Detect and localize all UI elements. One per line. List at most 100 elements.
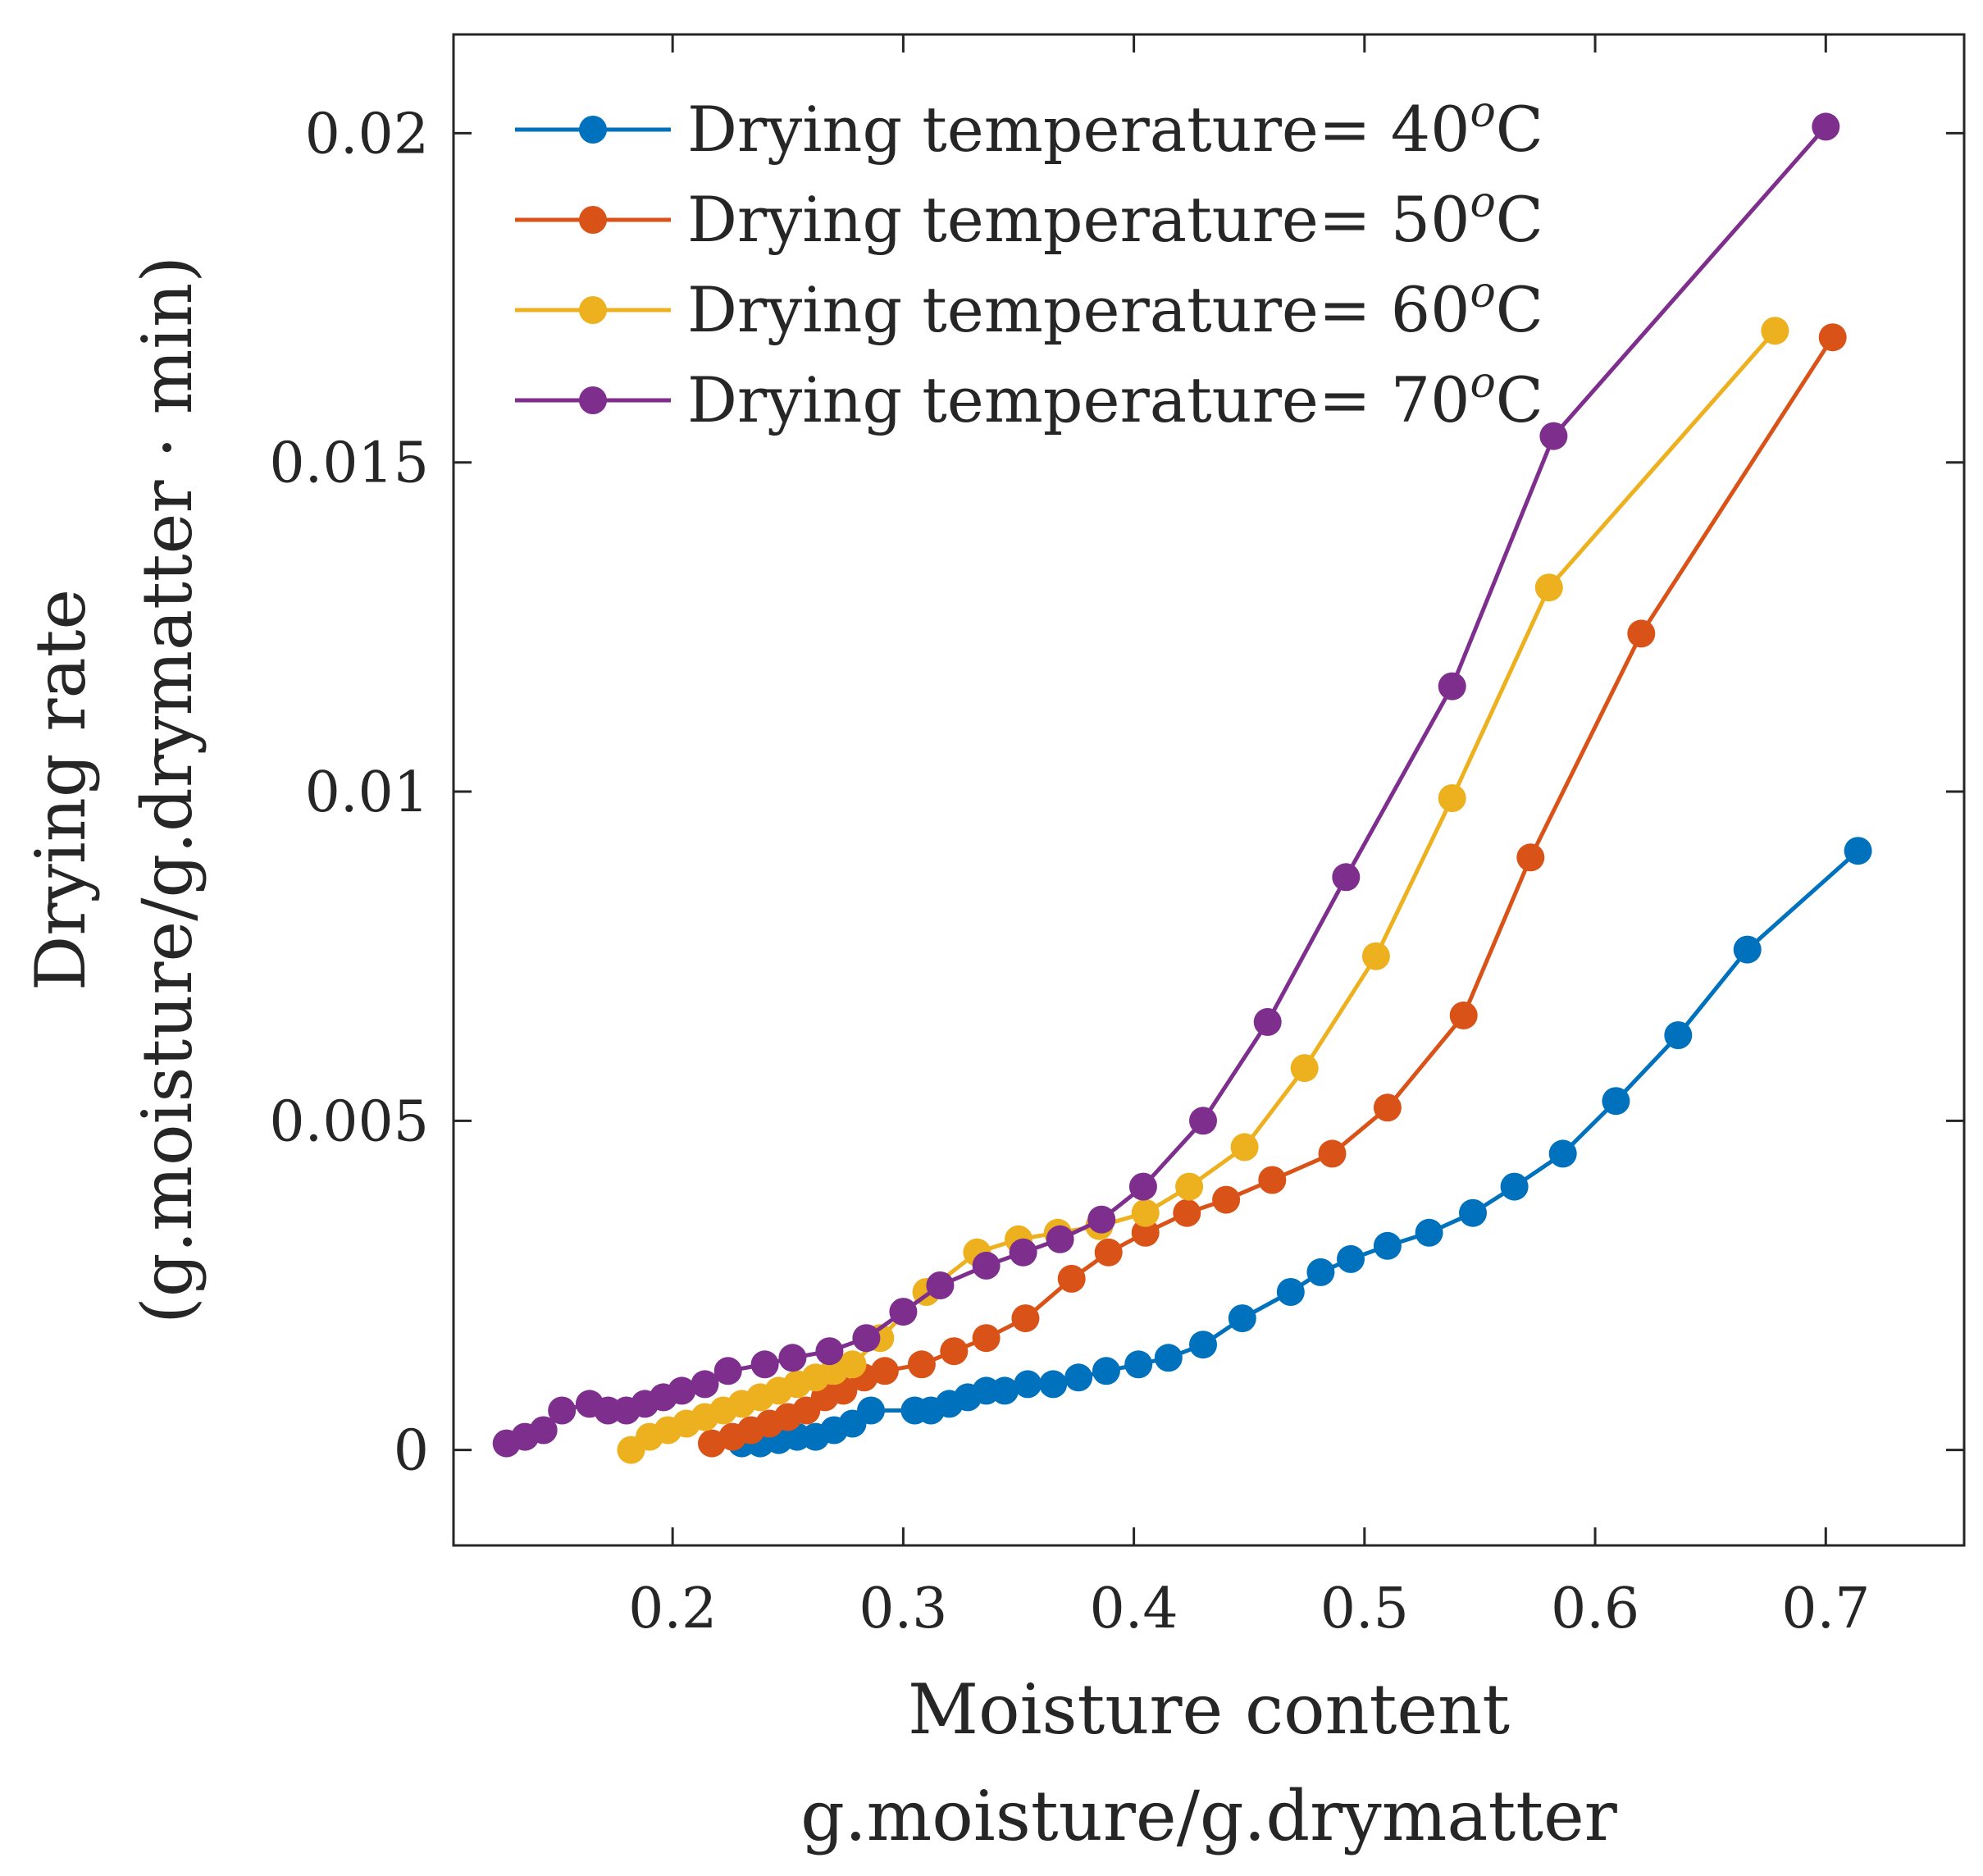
data-point — [1500, 1172, 1529, 1201]
legend-label-unit: C — [1496, 183, 1543, 256]
legend-label-sup: o — [1470, 88, 1495, 137]
legend-label-text: Drying temperature= 50 — [687, 183, 1470, 256]
data-point — [1173, 1198, 1201, 1227]
plot-area — [454, 34, 1964, 1545]
legend-label-text: Drying temperature= 40 — [687, 93, 1470, 166]
data-point — [1039, 1370, 1068, 1399]
data-point — [1844, 837, 1872, 865]
y-axis-unit: (g.moisture/g.drymatter · min) — [127, 256, 207, 1324]
data-point — [815, 1337, 844, 1366]
legend-label-text: Drying temperature= 70 — [687, 363, 1470, 436]
x-tick-label: 0.2 — [628, 1577, 717, 1641]
data-point — [691, 1370, 719, 1399]
y-axis-title: Drying rate — [21, 589, 101, 991]
data-point — [1548, 1139, 1577, 1168]
series-layer — [492, 112, 1872, 1464]
data-point — [1092, 1357, 1120, 1385]
data-point — [1438, 784, 1466, 812]
y-tick-label: 0.015 — [269, 431, 429, 496]
data-point — [972, 1324, 1001, 1353]
data-point — [1818, 323, 1847, 352]
data-point — [1128, 1172, 1157, 1201]
data-point — [1290, 1054, 1319, 1083]
y-tick-label: 0.005 — [269, 1089, 429, 1154]
data-point — [889, 1298, 918, 1326]
y-tick-label: 0.01 — [305, 760, 429, 825]
data-point — [1539, 422, 1568, 450]
legend-label-sup: o — [1470, 268, 1495, 317]
data-point — [1046, 1225, 1074, 1253]
data-point — [1087, 1205, 1116, 1234]
data-point — [1057, 1264, 1086, 1293]
legend-marker — [579, 296, 607, 324]
data-point — [926, 1271, 955, 1299]
data-point — [1373, 1093, 1402, 1122]
x-tick-label: 0.4 — [1090, 1577, 1178, 1641]
data-point — [907, 1350, 936, 1379]
data-point — [1534, 573, 1563, 602]
data-point — [1516, 843, 1545, 872]
legend-label: Drying temperature= 50oC — [687, 178, 1543, 256]
data-point — [1014, 1370, 1042, 1399]
data-point — [1812, 112, 1840, 141]
data-point — [1337, 1244, 1365, 1273]
data-point — [529, 1416, 558, 1445]
legend-marker — [579, 116, 607, 144]
legend-label-sup: o — [1470, 358, 1495, 408]
series-4 — [492, 112, 1840, 1458]
data-point — [1175, 1172, 1204, 1201]
data-point — [668, 1376, 696, 1405]
data-point — [1449, 1001, 1478, 1029]
legend-item: Drying temperature= 50oC — [515, 178, 1543, 256]
data-point — [1318, 1139, 1347, 1168]
legend-item: Drying temperature= 40oC — [515, 88, 1543, 166]
data-point — [1009, 1238, 1037, 1267]
y-tick-label: 0.02 — [305, 102, 429, 167]
data-point — [1094, 1238, 1123, 1267]
data-point — [1373, 1231, 1402, 1260]
series-1 — [727, 837, 1872, 1458]
data-point — [1228, 1304, 1256, 1333]
data-point — [991, 1376, 1019, 1405]
legend-label: Drying temperature= 70oC — [687, 358, 1543, 436]
data-point — [1131, 1198, 1160, 1227]
data-point — [1664, 1021, 1693, 1049]
data-point — [1602, 1087, 1630, 1116]
data-point — [1733, 935, 1762, 964]
data-point — [870, 1357, 899, 1385]
data-point — [1154, 1344, 1183, 1372]
data-point — [1253, 1007, 1282, 1036]
x-tick-label: 0.5 — [1320, 1577, 1409, 1641]
data-point — [1258, 1166, 1287, 1194]
data-point — [1124, 1350, 1153, 1379]
data-point — [548, 1396, 577, 1425]
x-tick-label: 0.6 — [1551, 1577, 1639, 1641]
legend-label: Drying temperature= 60oC — [687, 268, 1543, 346]
data-point — [940, 1337, 969, 1366]
data-point — [1361, 942, 1390, 970]
legend-item: Drying temperature= 60oC — [515, 268, 1543, 346]
legend-label-unit: C — [1496, 273, 1543, 346]
data-point — [1276, 1278, 1305, 1306]
legend-marker — [579, 386, 607, 414]
series-2 — [698, 323, 1847, 1458]
legend-label-unit: C — [1496, 363, 1543, 436]
legend-label: Drying temperature= 40oC — [687, 88, 1543, 166]
x-axis-title: Moisture content — [908, 1669, 1510, 1750]
data-point — [1459, 1198, 1487, 1227]
data-point — [713, 1357, 742, 1385]
data-point — [852, 1324, 881, 1353]
data-point — [1230, 1133, 1259, 1162]
data-point — [1064, 1363, 1093, 1392]
data-point — [1438, 672, 1466, 701]
legend-item: Drying temperature= 70oC — [515, 358, 1543, 436]
data-point — [857, 1396, 885, 1425]
data-point — [1189, 1107, 1217, 1135]
x-tick-label: 0.3 — [859, 1577, 947, 1641]
data-point — [1627, 619, 1656, 648]
data-point — [750, 1350, 779, 1379]
legend-label-sup: o — [1470, 178, 1495, 227]
y-tick-label: 0 — [394, 1419, 429, 1484]
